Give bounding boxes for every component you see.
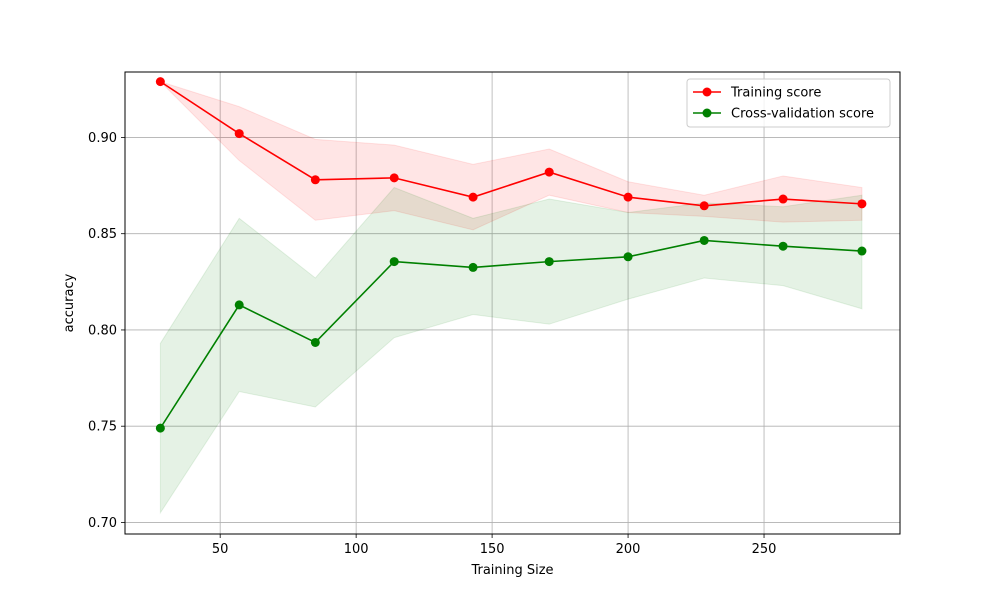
point-training-score [389,173,399,183]
point-training-score [778,194,788,204]
point-cross-validation-score [544,257,554,267]
point-cross-validation-score [310,337,320,347]
x-axis-label: Training Size [470,563,553,578]
line-cross-validation-score [159,239,862,429]
point-training-score [155,77,165,87]
x-tick-label: 150 [480,542,505,557]
y-tick-label: 0.80 [88,323,117,338]
legend: Training score Cross-validation score [686,78,891,128]
point-cross-validation-score [234,300,244,310]
confidence-bands [159,81,863,515]
point-training-score [310,175,320,185]
x-tick-label: 250 [752,542,777,557]
y-tick-label: 0.70 [88,516,117,531]
y-tick-label: 0.75 [88,420,117,435]
point-cross-validation-score [857,246,867,256]
legend-label-training-score: Training score [730,86,821,101]
legend-marker-training-score [702,87,712,97]
point-cross-validation-score [389,257,399,267]
band-cross-validation-score [159,186,863,515]
axis-ticks: 50 100 150 200 250 0.70 0.75 0.80 0.85 0.90 [88,131,776,557]
point-training-score [857,199,867,209]
legend-label-cross-validation-score: Cross-validation score [731,107,874,122]
grid-lines [125,72,900,534]
point-training-score [699,201,709,211]
point-cross-validation-score [699,235,709,245]
point-cross-validation-score [623,252,633,262]
point-training-score [234,129,244,139]
legend-marker-cross-validation-score [702,108,712,118]
point-training-score [623,192,633,202]
y-tick-label: 0.85 [88,227,117,242]
y-axis-label: accuracy [62,273,77,332]
legend-box [686,78,891,128]
x-tick-label: 100 [344,542,369,557]
y-tick-label: 0.90 [88,131,117,146]
line-training-score [159,80,862,207]
series-markers [155,77,867,433]
point-cross-validation-score [778,241,788,251]
point-cross-validation-score [468,262,478,272]
plot-frame [124,71,901,535]
point-training-score [468,192,478,202]
series-lines [159,80,862,429]
point-training-score [544,167,554,177]
x-tick-label: 200 [616,542,641,557]
x-tick-label: 50 [212,542,229,557]
point-cross-validation-score [155,423,165,433]
